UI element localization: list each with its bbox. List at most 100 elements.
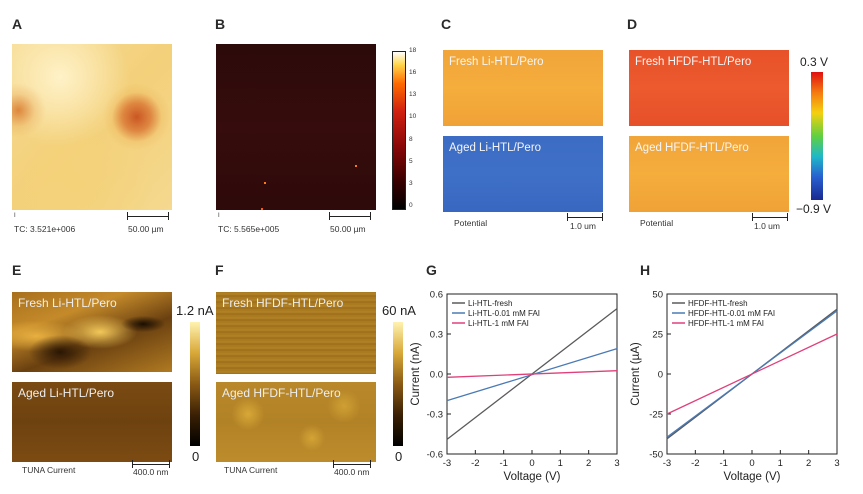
panel-f-aged-label: Aged HFDF-HTL/Pero <box>222 386 341 400</box>
x-tick-label: 3 <box>614 458 619 469</box>
panel-c-scale-label: 1.0 um <box>570 221 596 231</box>
series-line <box>666 333 838 415</box>
panel-f-colorbar <box>393 322 403 446</box>
legend-label: HFDF-HTL-1 mM FAI <box>688 319 764 328</box>
colorbar-tick-label: 5 <box>409 157 413 165</box>
y-tick-label: 0 <box>658 370 663 381</box>
panel-d-colorbar <box>811 72 823 200</box>
hot-spot <box>355 165 357 167</box>
panel-label-g: G <box>426 262 437 278</box>
chart-g: -3 -2 -1 0 1 2 3 0.6 0.3 0.0 -0.3 -0.6 Voltage (V) Cu… <box>410 290 620 484</box>
panel-c-scalebar <box>567 213 603 221</box>
panel-f-aged-map: Aged HFDF-HTL/Pero <box>216 382 376 462</box>
y-axis-label: Current (nA) <box>410 342 422 405</box>
panel-d-aged-map: Aged HFDF-HTL/Pero <box>629 136 789 212</box>
panel-c-fresh-map: Fresh Li-HTL/Pero <box>443 50 603 126</box>
y-tick-label: 0.0 <box>430 370 443 381</box>
panel-f-cbar-min: 0 <box>395 449 403 464</box>
colorbar-tick-label: 8 <box>409 135 413 143</box>
panel-f-fresh-label: Fresh HFDF-HTL/Pero <box>222 296 344 310</box>
hot-spot <box>261 208 263 210</box>
panel-d-fresh-label: Fresh HFDF-HTL/Pero <box>635 56 752 68</box>
x-tick-label: -3 <box>443 458 451 469</box>
panel-b-tick-mark: I <box>218 213 220 219</box>
panel-a-image <box>12 44 172 210</box>
colorbar-tick-label: 18 <box>409 47 417 54</box>
panel-d-cbar-max: 0.3 V <box>800 55 829 69</box>
panel-f-fresh-map: Fresh HFDF-HTL/Pero <box>216 292 376 374</box>
panel-a-tc: TC: 3.521e+006 <box>14 224 76 234</box>
y-tick-label: -0.3 <box>427 410 443 421</box>
x-tick-label: 1 <box>558 458 563 469</box>
panel-a-scale-label: 50.00 µm <box>128 224 164 234</box>
panel-d-caption: Potential <box>640 218 674 228</box>
legend-label: Li-HTL-1 mM FAI <box>468 319 529 328</box>
panel-a-scalebar <box>127 212 169 220</box>
series-line <box>446 348 618 402</box>
x-tick-label: 0 <box>749 458 754 469</box>
panel-label-c: C <box>441 16 452 32</box>
panel-e-fresh-map: Fresh Li-HTL/Pero <box>12 292 172 372</box>
colorbar-tick-label: 13 <box>409 91 417 99</box>
panel-f-cbar-max: 60 nA <box>382 303 416 318</box>
panel-label-a: A <box>12 16 23 32</box>
y-tick-label: -0.6 <box>427 450 443 461</box>
legend-label: HFDF-HTL-fresh <box>688 299 748 308</box>
panel-b-colorbar <box>392 51 406 210</box>
x-tick-label: 1 <box>778 458 783 469</box>
panel-c-fresh-label: Fresh Li-HTL/Pero <box>449 56 544 68</box>
colorbar-tick-label: 10 <box>409 113 417 121</box>
panel-label-e: E <box>12 262 22 278</box>
y-tick-label: 50 <box>652 290 663 301</box>
panel-label-b: B <box>215 16 226 32</box>
panel-d-cbar-min: −0.9 V <box>796 202 832 216</box>
panel-d-fresh-map: Fresh HFDF-HTL/Pero <box>629 50 789 126</box>
colorbar-tick-label: 0 <box>409 202 413 209</box>
panel-e-aged-label: Aged Li-HTL/Pero <box>18 386 115 400</box>
x-tick-label: -1 <box>719 458 727 469</box>
panel-e-colorbar <box>190 322 200 446</box>
panel-f-caption: TUNA Current <box>224 465 278 475</box>
panel-c-aged-label: Aged Li-HTL/Pero <box>449 142 542 154</box>
panel-c-aged-map: Aged Li-HTL/Pero <box>443 136 603 212</box>
panel-f-scale-label: 400.0 nm <box>334 467 370 477</box>
hot-spot <box>264 182 266 184</box>
panel-e-scale-label: 400.0 nm <box>133 467 169 477</box>
panel-d-scale-label: 1.0 um <box>754 221 780 231</box>
legend-label: HFDF-HTL-0.01 mM FAI <box>688 309 775 318</box>
panel-e-caption: TUNA Current <box>22 465 76 475</box>
panel-b-scalebar <box>329 212 371 220</box>
colorbar-tick-label: 3 <box>409 179 413 187</box>
y-tick-label: -25 <box>649 410 663 421</box>
series-line <box>446 370 618 378</box>
panel-b-tc: TC: 5.565e+005 <box>218 224 280 234</box>
x-tick-label: 2 <box>586 458 591 469</box>
y-tick-label: 25 <box>652 330 663 341</box>
x-tick-label: -1 <box>499 458 507 469</box>
panel-d-aged-label: Aged HFDF-HTL/Pero <box>635 142 749 154</box>
y-tick-label: 0.6 <box>430 290 443 301</box>
x-tick-label: -3 <box>663 458 671 469</box>
panel-e-fresh-label: Fresh Li-HTL/Pero <box>18 296 117 310</box>
panel-b-image <box>216 44 376 210</box>
panel-e-scalebar <box>132 460 170 468</box>
panel-d-scalebar <box>752 213 788 221</box>
legend-label: Li-HTL-0.01 mM FAI <box>468 309 540 318</box>
panel-label-h: H <box>640 262 651 278</box>
panel-label-f: F <box>215 262 224 278</box>
panel-e-aged-map: Aged Li-HTL/Pero <box>12 382 172 462</box>
y-axis-label: Current (µA) <box>630 342 642 406</box>
x-tick-label: -2 <box>691 458 699 469</box>
y-tick-label: 0.3 <box>430 330 443 341</box>
panel-b-scale-label: 50.00 µm <box>330 224 366 234</box>
panel-e-cbar-max: 1.2 nA <box>176 303 214 318</box>
legend-label: Li-HTL-fresh <box>468 299 512 308</box>
panel-a-tick-mark: I <box>14 213 16 219</box>
panel-label-d: D <box>627 16 638 32</box>
x-tick-label: 2 <box>806 458 811 469</box>
x-axis-label: Voltage (V) <box>724 471 781 483</box>
x-tick-label: -2 <box>471 458 479 469</box>
x-tick-label: 0 <box>529 458 534 469</box>
colorbar-tick-label: 16 <box>409 69 417 77</box>
x-axis-label: Voltage (V) <box>504 471 561 483</box>
